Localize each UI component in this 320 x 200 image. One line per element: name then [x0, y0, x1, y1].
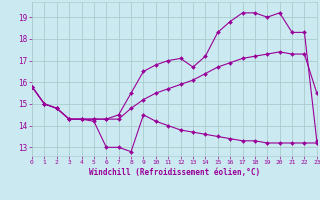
- X-axis label: Windchill (Refroidissement éolien,°C): Windchill (Refroidissement éolien,°C): [89, 168, 260, 177]
